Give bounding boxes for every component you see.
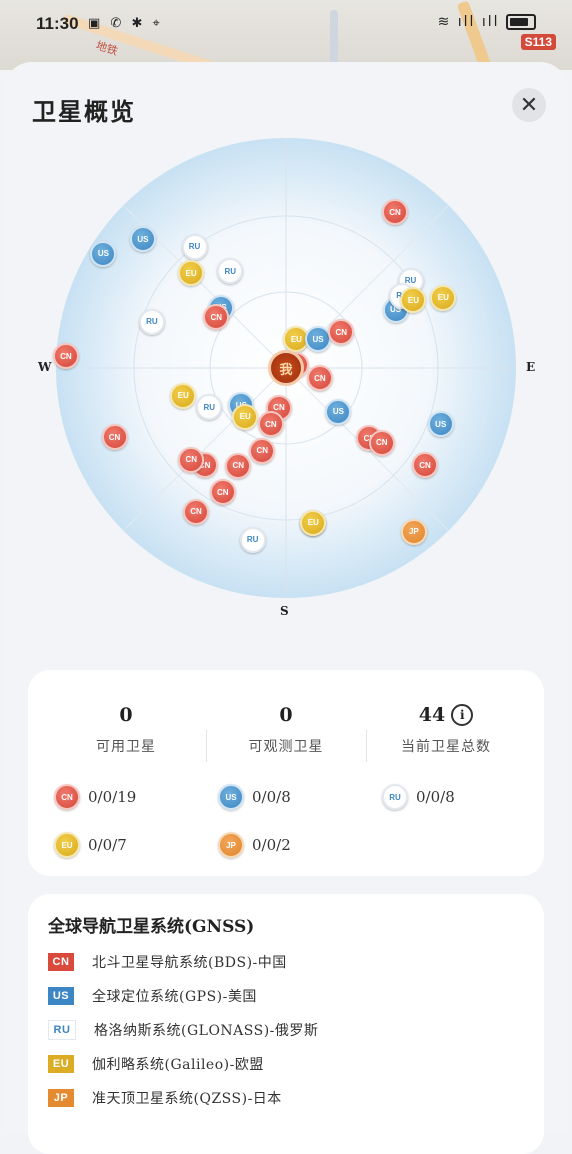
- clock: 11:30: [36, 14, 79, 33]
- us-satellite-icon: US: [218, 784, 244, 810]
- eu-satellite-marker: EU: [400, 287, 427, 314]
- us-tag: US: [48, 987, 74, 1005]
- us-satellite-marker: US: [325, 398, 352, 425]
- total-label: 当前卫星总数: [401, 739, 491, 755]
- us-satellite-marker: US: [427, 411, 454, 438]
- cn-satellite-marker: CN: [412, 452, 439, 479]
- page-title: 卫星概览: [32, 97, 136, 126]
- cn-satellite-marker: CN: [209, 479, 236, 506]
- battery-icon: [506, 14, 536, 30]
- divider: [206, 730, 207, 762]
- eu-satellite-marker: EU: [430, 284, 457, 311]
- system-count-eu: EU 0/0/7: [54, 832, 127, 858]
- info-icon[interactable]: i: [451, 704, 474, 726]
- system-count-value: 0/0/7: [88, 836, 127, 854]
- close-icon: ✕: [519, 92, 539, 118]
- us-satellite-marker: US: [305, 326, 331, 353]
- gnss-item-label: 伽利略系统(Galileo)-欧盟: [92, 1057, 264, 1073]
- cn-tag: CN: [48, 953, 74, 971]
- gnss-legend-card: 全球导航卫星系统(GNSS) CN 北斗卫星导航系统(BDS)-中国 US 全球…: [28, 894, 544, 1154]
- cn-satellite-marker: CN: [183, 498, 210, 525]
- map-road: [330, 10, 338, 70]
- ru-satellite-marker: RU: [239, 526, 266, 553]
- status-right-icons: ≋ ıll ıll: [438, 14, 536, 30]
- ru-satellite-marker: RU: [181, 233, 208, 260]
- cn-satellite-marker: CN: [257, 411, 284, 438]
- gnss-item-jp: JP 准天顶卫星系统(QZSS)-日本: [48, 1088, 282, 1108]
- cn-satellite-marker: CN: [52, 343, 79, 370]
- observable-label: 可观测卫星: [248, 739, 324, 755]
- close-button[interactable]: ✕: [512, 88, 546, 122]
- system-count-jp: JP 0/0/2: [218, 832, 291, 858]
- status-left-icons: ▣ ✆ ✱ ⌖: [88, 16, 163, 31]
- eu-satellite-marker: EU: [178, 260, 205, 287]
- gnss-item-us: US 全球定位系统(GPS)-美国: [48, 986, 257, 1006]
- system-count-value: 0/0/8: [252, 788, 291, 806]
- gnss-title: 全球导航卫星系统(GNSS): [48, 917, 255, 937]
- gnss-item-label: 北斗卫星导航系统(BDS)-中国: [92, 955, 287, 971]
- gnss-item-label: 格洛纳斯系统(GLONASS)-俄罗斯: [94, 1023, 319, 1039]
- gnss-item-label: 准天顶卫星系统(QZSS)-日本: [92, 1091, 282, 1107]
- available-label: 可用卫星: [96, 739, 156, 755]
- ru-tag: RU: [48, 1020, 76, 1040]
- gnss-item-label: 全球定位系统(GPS)-美国: [92, 989, 257, 1005]
- stat-available: 0 可用卫星: [46, 704, 206, 756]
- cn-satellite-marker: CN: [225, 452, 252, 479]
- eu-satellite-marker: EU: [300, 509, 327, 536]
- observable-count: 0: [279, 704, 293, 726]
- system-count-value: 0/0/8: [416, 788, 455, 806]
- available-count: 0: [119, 704, 133, 726]
- ru-satellite-marker: RU: [138, 308, 165, 335]
- total-count: 44: [418, 704, 446, 726]
- ru-satellite-icon: RU: [382, 784, 408, 810]
- system-count-ru: RU 0/0/8: [382, 784, 455, 810]
- jp-satellite-icon: JP: [218, 832, 244, 858]
- eu-satellite-marker: EU: [232, 403, 259, 430]
- my-location-marker: 我: [268, 350, 304, 386]
- road-badge: S113: [520, 34, 556, 50]
- eu-tag: EU: [48, 1055, 74, 1073]
- satellite-overview-sheet: 卫星概览 ✕ W E S CNUSRUUSEURUUSCNRUCNCNEUUSC…: [4, 62, 568, 1154]
- cn-satellite-marker: CN: [249, 437, 276, 464]
- cn-satellite-marker: CN: [381, 199, 408, 226]
- ru-satellite-marker: RU: [196, 394, 223, 421]
- jp-satellite-marker: JP: [400, 518, 427, 545]
- compass-south: S: [280, 604, 289, 618]
- us-satellite-marker: US: [129, 226, 156, 253]
- system-count-value: 0/0/19: [88, 788, 137, 806]
- stats-card: 0 可用卫星 0 可观测卫星 44 i 当前卫星总数 CN 0/0/19 US 0…: [28, 670, 544, 876]
- cn-satellite-marker: CN: [203, 304, 230, 331]
- sky-plot: W E S CNUSRUUSEURUUSCNRUCNCNEUUSCNCNCNUS…: [4, 132, 568, 622]
- ru-satellite-marker: RU: [217, 258, 244, 285]
- system-count-cn: CN 0/0/19: [54, 784, 136, 810]
- signal-icon: ≋ ıll ıll: [437, 14, 500, 30]
- cn-satellite-marker: CN: [178, 446, 205, 473]
- divider: [366, 730, 367, 762]
- stat-total: 44 i 当前卫星总数: [366, 704, 526, 756]
- cn-satellite-marker: CN: [306, 365, 333, 392]
- gnss-item-eu: EU 伽利略系统(Galileo)-欧盟: [48, 1054, 264, 1074]
- us-satellite-marker: US: [90, 240, 117, 267]
- cn-satellite-icon: CN: [54, 784, 80, 810]
- system-count-value: 0/0/2: [252, 836, 291, 854]
- cn-satellite-marker: CN: [328, 319, 355, 346]
- eu-satellite-marker: EU: [170, 382, 197, 409]
- map-road: [456, 0, 496, 70]
- status-bar: 11:30 ▣ ✆ ✱ ⌖ ≋ ıll ıll 地铁 S113: [0, 0, 572, 70]
- eu-satellite-icon: EU: [54, 832, 80, 858]
- stat-observable: 0 可观测卫星: [206, 704, 366, 756]
- cn-satellite-marker: CN: [368, 429, 395, 456]
- compass-east: E: [526, 360, 536, 374]
- system-count-us: US 0/0/8: [218, 784, 291, 810]
- compass-west: W: [38, 360, 52, 374]
- gnss-item-ru: RU 格洛纳斯系统(GLONASS)-俄罗斯: [48, 1020, 318, 1040]
- gnss-item-cn: CN 北斗卫星导航系统(BDS)-中国: [48, 952, 287, 972]
- my-location-label: 我: [279, 362, 293, 378]
- cn-satellite-marker: CN: [101, 424, 128, 451]
- jp-tag: JP: [48, 1089, 74, 1107]
